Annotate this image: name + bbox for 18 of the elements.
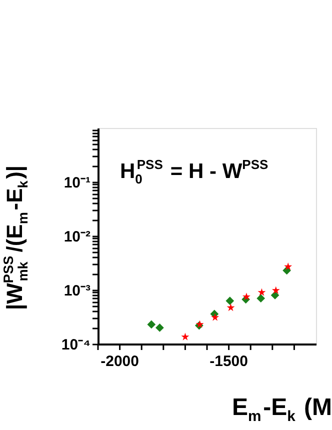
x-tick-label: -2000 xyxy=(100,353,139,370)
point xyxy=(258,288,266,296)
y-tick-label: 10⁻² xyxy=(64,228,90,246)
y-tick-label: 10⁻³ xyxy=(64,282,90,300)
point xyxy=(211,313,220,321)
point xyxy=(226,296,234,306)
point xyxy=(156,324,164,332)
y-tick-label: 10⁻⁴ xyxy=(61,336,90,354)
point xyxy=(272,286,280,294)
point xyxy=(242,292,250,300)
y-tick-label: 10⁻¹ xyxy=(64,174,90,192)
y-axis-title: |WPSSmk/(Em-Ek)| xyxy=(0,165,30,310)
point xyxy=(147,320,156,329)
point xyxy=(181,332,190,340)
point xyxy=(226,304,235,312)
point xyxy=(256,294,266,303)
point xyxy=(284,262,292,270)
x-tick-label: -1500 xyxy=(210,353,248,370)
